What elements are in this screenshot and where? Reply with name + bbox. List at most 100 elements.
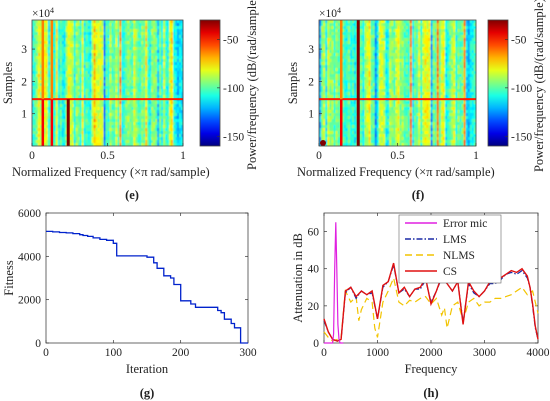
spectrogram-cell: [151, 137, 154, 141]
spectrogram-cell: [169, 65, 172, 69]
spectrogram-cell: [380, 41, 384, 45]
spectrogram-cell: [321, 113, 324, 117]
spectrogram-cell: [45, 116, 49, 120]
spectrogram-cell: [65, 53, 69, 57]
spectrogram-cell: [380, 65, 384, 69]
colorbar-e-frame: [199, 19, 221, 147]
spectrogram-cell: [135, 128, 138, 132]
spectrogram-cell: [79, 53, 83, 57]
spectrogram-cell: [383, 41, 386, 45]
spectrogram-cell: [323, 50, 326, 54]
spectrogram-cell: [127, 50, 130, 54]
spectrogram-cell: [143, 104, 146, 108]
spectrogram-cell: [97, 29, 100, 33]
spectrogram-cell: [37, 86, 41, 90]
spectrogram-cell: [73, 68, 77, 72]
spectrogram-cell: [352, 122, 355, 126]
spectrogram-cell: [123, 122, 126, 126]
spectrogram-cell: [327, 56, 330, 60]
spectrogram-cell: [32, 47, 35, 51]
spectrogram-cell: [47, 53, 51, 57]
spectrogram-cell: [129, 35, 132, 39]
spectrogram-cell: [329, 119, 332, 123]
spectrogram-cell: [87, 20, 91, 24]
spectrogram-cell: [73, 38, 77, 42]
spectrogram-cell: [385, 125, 388, 129]
spectrogram-cell: [370, 35, 374, 39]
spectrogram-cell: [161, 143, 164, 147]
spectrogram-cell: [181, 86, 184, 90]
spectrogram-cell: [63, 104, 67, 108]
spectrogram-cell: [79, 89, 83, 93]
spectrogram-cell: [63, 143, 67, 147]
spectrogram-cell: [147, 116, 150, 120]
spectrogram-cell: [33, 38, 37, 42]
spectrogram-cell: [59, 116, 63, 120]
spectrogram-cell: [319, 143, 322, 147]
spectrogram-cell: [53, 38, 57, 42]
spectrogram-cell: [37, 131, 41, 135]
spectrogram-cell: [33, 143, 37, 147]
spectrogram-cell: [362, 65, 365, 69]
spectrogram-cell: [399, 122, 403, 126]
spectrogram-cell: [149, 80, 152, 84]
spectrogram-cell: [341, 26, 345, 30]
spectrogram-cell: [89, 143, 93, 147]
spectrogram-cell: [181, 119, 184, 123]
spectrogram-cell: [349, 80, 353, 84]
spectrogram-cell: [331, 44, 334, 48]
spectrogram-cell: [372, 41, 376, 45]
spectrogram-cell: [349, 56, 353, 60]
spectrogram-cell: [352, 35, 355, 39]
spectrogram-cell: [397, 62, 400, 66]
spectrogram-cell: [115, 122, 118, 126]
spectrogram-cell: [376, 143, 380, 147]
spectrogram-cell: [171, 86, 174, 90]
spectrogram-cell: [35, 35, 39, 39]
spectrogram-cell: [163, 47, 166, 51]
spectrogram-cell: [323, 125, 326, 129]
spectrogram-cell: [385, 38, 388, 42]
spectrogram-cell: [345, 32, 349, 36]
spectrogram-cell: [399, 65, 403, 69]
spectrogram-cell: [325, 143, 328, 147]
spectrogram-cell: [55, 134, 59, 138]
spectrogram-cell: [149, 83, 152, 87]
spectrogram-cell: [333, 62, 336, 66]
spectrogram-cell: [372, 125, 376, 129]
spectrogram-cell: [319, 101, 322, 105]
spectrogram-cell: [149, 65, 152, 69]
spectrogram-cell: [163, 107, 166, 111]
spectrogram-cell: [397, 23, 400, 27]
spectrogram-cell: [105, 137, 108, 141]
spectrogram-cell: [378, 104, 382, 108]
spectrogram-cell: [397, 101, 400, 105]
spectrogram-cell: [380, 74, 384, 78]
spectrogram-cell: [111, 134, 114, 138]
spectrogram-cell: [77, 137, 81, 141]
spectrogram-cell: [347, 101, 351, 105]
spectrogram-cell: [389, 74, 392, 78]
spectrogram-cell: [101, 119, 104, 123]
spectrogram-cell: [105, 59, 108, 63]
spectrogram-cell: [397, 113, 400, 117]
spectrogram-cell: [115, 113, 118, 117]
spectrogram-cell: [79, 140, 83, 144]
spectrogram-cell: [374, 59, 378, 63]
spectrogram-cell: [61, 122, 65, 126]
spectrogram-cell: [32, 74, 35, 78]
spectrogram-cell: [362, 122, 365, 126]
spectrogram-cell: [335, 32, 338, 36]
spectrogram-cell: [65, 74, 69, 78]
spectrogram-cell: [173, 44, 176, 48]
spectrogram-cell: [376, 35, 380, 39]
spectrogram-cell: [43, 92, 47, 96]
spectrogram-cell: [73, 113, 77, 117]
spectrogram-cell: [343, 110, 347, 114]
spectrogram-cell: [366, 56, 369, 60]
spectrogram-cell: [159, 41, 162, 45]
spectrogram-cell: [107, 104, 110, 108]
spectrogram-cell: [389, 32, 392, 36]
spectrogram-cell: [75, 83, 79, 87]
spectrogram-cell: [167, 68, 170, 72]
